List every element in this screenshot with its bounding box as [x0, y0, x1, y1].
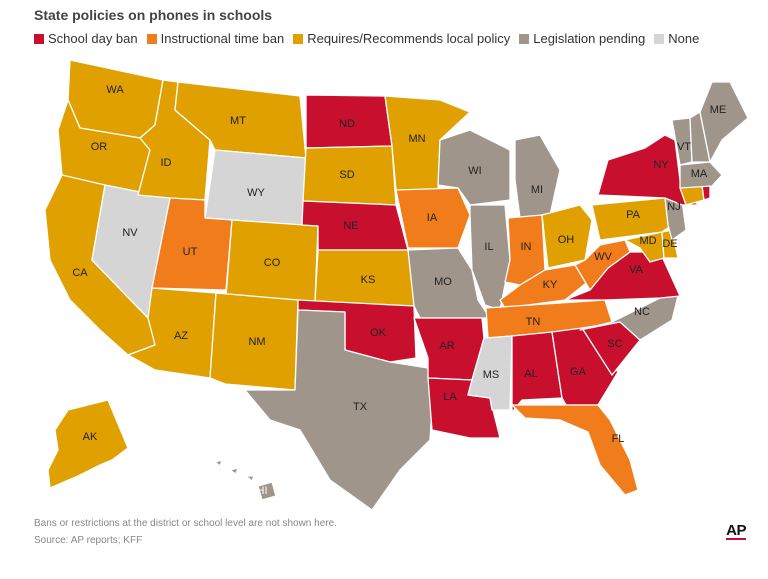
state-label: WA [106, 84, 124, 96]
state-label: TN [526, 316, 541, 328]
state-label: MT [230, 115, 246, 127]
legend-label: Instructional time ban [160, 31, 285, 46]
state-label: WI [468, 165, 481, 177]
state-label: KY [543, 279, 558, 291]
state-AL [511, 331, 563, 413]
state-label: MI [531, 184, 543, 196]
state-label: CA [72, 267, 88, 279]
state-label: FL [612, 433, 625, 445]
state-label: SC [607, 338, 622, 350]
state-WV [574, 239, 631, 291]
state-label: NJ [667, 201, 680, 213]
state-label: ND [339, 118, 355, 130]
state-label: NY [653, 159, 669, 171]
state-label: SD [339, 169, 354, 181]
state-label: MN [408, 133, 425, 145]
state-label: WY [247, 187, 265, 199]
legend: School day ban Instructional time ban Re… [34, 31, 699, 46]
state-FL [511, 404, 639, 496]
state-label: PA [626, 209, 641, 221]
state-label: LA [443, 391, 457, 403]
state-label: NC [634, 306, 650, 318]
state-label: WV [594, 251, 612, 263]
legend-label: School day ban [48, 31, 138, 46]
legend-label: Requires/Recommends local policy [307, 31, 511, 46]
state-HI [214, 459, 277, 501]
state-MD [624, 231, 665, 263]
state-DE [661, 229, 679, 259]
state-label: MS [483, 369, 500, 381]
state-ME [699, 81, 749, 163]
state-label: GA [570, 366, 587, 378]
legend-item-instructional-time-ban: Instructional time ban [146, 31, 285, 46]
state-label: CO [264, 257, 281, 269]
legend-label: Legislation pending [533, 31, 646, 46]
state-WI [437, 129, 511, 206]
state-label: HI [257, 485, 268, 497]
state-MI [514, 134, 561, 219]
state-label: OK [370, 327, 387, 339]
state-OH [541, 204, 593, 269]
source-note: Source: AP reports; KFF [34, 535, 143, 546]
state-IA [395, 187, 471, 249]
state-label: IA [427, 212, 438, 224]
legend-swatch [654, 33, 665, 44]
state-label: IN [521, 241, 532, 253]
state-NC [579, 295, 679, 341]
state-label: OR [91, 141, 108, 153]
state-RI [701, 184, 711, 201]
legend-swatch [519, 33, 530, 44]
state-label: KS [361, 274, 376, 286]
state-WA [67, 59, 164, 139]
state-label: MA [691, 168, 708, 180]
state-PA [591, 197, 673, 241]
state-label: AL [524, 368, 537, 380]
state-NM [209, 292, 299, 391]
state-label: OH [558, 234, 575, 246]
state-label: IL [484, 241, 493, 253]
state-label: VA [629, 264, 644, 276]
state-label: AR [439, 340, 454, 352]
legend-item-school-day-ban: School day ban [34, 31, 138, 46]
ap-logo: AP [726, 522, 746, 540]
legend-item-none: None [654, 31, 699, 46]
state-label: TX [353, 401, 368, 413]
state-label: NE [343, 220, 358, 232]
state-label: DE [662, 238, 677, 250]
legend-label: None [668, 31, 700, 46]
state-label: VT [677, 141, 691, 153]
state-label: AK [83, 431, 98, 443]
state-label: ME [710, 104, 727, 116]
legend-item-local-policy: Requires/Recommends local policy [293, 31, 510, 46]
state-label: NM [248, 336, 265, 348]
legend-item-legislation-pending: Legislation pending [519, 31, 645, 46]
state-label: ID [161, 157, 172, 169]
state-label: AZ [174, 330, 188, 342]
state-AK [47, 399, 129, 489]
state-MO [407, 247, 491, 319]
legend-swatch [146, 33, 157, 44]
map-title: State policies on phones in schools [34, 7, 273, 23]
state-label: MO [434, 276, 452, 288]
legend-swatch [34, 33, 44, 44]
state-label: UT [183, 246, 198, 258]
legend-swatch [293, 33, 304, 44]
footnote: Bans or restrictions at the district or … [34, 518, 337, 529]
state-TX [244, 309, 433, 511]
state-label: MD [639, 235, 656, 247]
state-label: NV [122, 227, 138, 239]
